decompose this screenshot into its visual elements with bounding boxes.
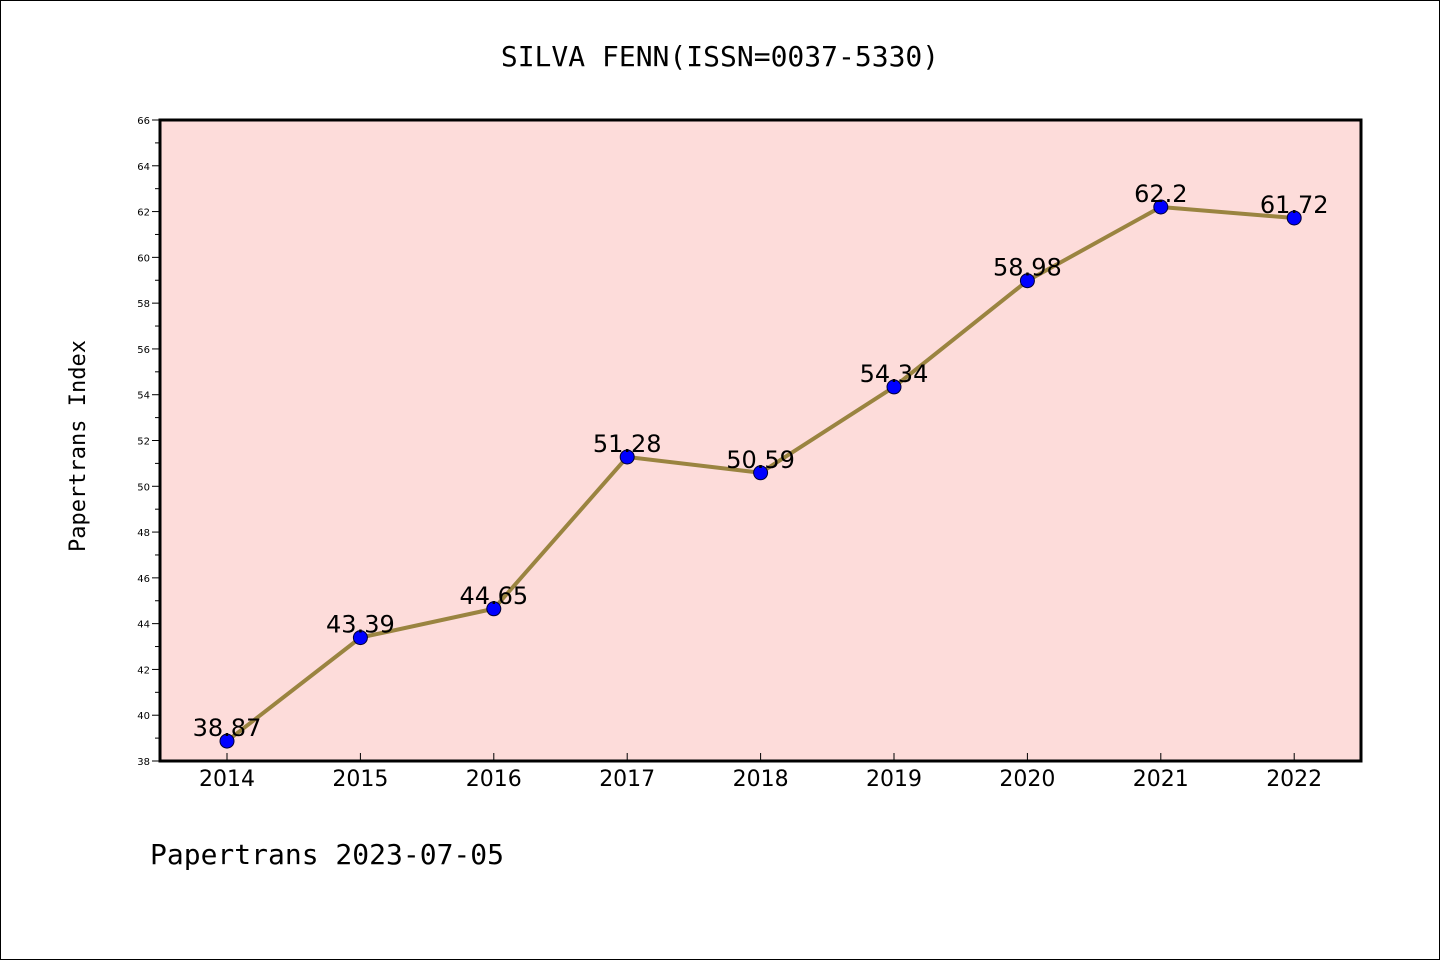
x-tick-label: 2019 [866, 767, 922, 792]
data-label: 61.72 [1260, 191, 1329, 219]
x-tick-label: 2020 [999, 767, 1055, 792]
data-point [486, 601, 502, 617]
data-point [219, 733, 235, 749]
data-point [1286, 210, 1302, 226]
data-label: 58.98 [993, 254, 1062, 282]
data-point [1019, 273, 1035, 289]
data-labels: 38.87 43.39 44.65 51.28 50.59 54.34 58.98 62.2 6… [193, 180, 1329, 742]
data-label: 51.28 [593, 430, 662, 458]
data-label: 38.87 [193, 714, 262, 742]
data-point [1153, 199, 1169, 215]
plot-area [160, 120, 1361, 761]
y-tick-label: 54 [137, 391, 150, 402]
data-point [352, 630, 368, 646]
x-tick-label: 2018 [733, 767, 789, 792]
y-tick-label: 46 [137, 574, 150, 585]
x-axis: 2014 2015 2016 2017 2018 2019 2020 2021 2022 [199, 753, 1322, 792]
data-point [886, 379, 902, 395]
y-tick-label: 66 [137, 116, 150, 127]
chart-title: SILVA FENN(ISSN=0037-5330) [501, 40, 939, 73]
y-tick-label: 40 [137, 711, 150, 722]
y-tick-label: 60 [137, 253, 150, 264]
x-tick-label: 2014 [199, 767, 255, 792]
y-tick-label: 44 [137, 620, 150, 631]
y-tick-label: 38 [137, 757, 150, 768]
y-axis-label: Papertrans Index [66, 340, 91, 552]
y-tick-label: 42 [137, 665, 150, 676]
data-point [753, 465, 769, 481]
plot-border [158, 118, 1363, 763]
data-label: 50.59 [726, 446, 795, 474]
data-label: 44.65 [459, 582, 528, 610]
y-tick-label: 64 [137, 162, 150, 173]
x-tick-label: 2021 [1133, 767, 1189, 792]
data-label: 54.34 [860, 360, 929, 388]
y-axis: 38 40 42 44 46 48 50 52 54 56 58 60 62 64 66 [137, 116, 160, 768]
y-tick-label: 56 [137, 345, 150, 356]
data-points [219, 199, 1302, 749]
x-tick-label: 2017 [599, 767, 655, 792]
footer-text: Papertrans 2023-07-05 [150, 838, 504, 871]
x-tick-label: 2022 [1266, 767, 1322, 792]
y-tick-label: 50 [137, 482, 150, 493]
y-tick-label: 52 [137, 437, 150, 448]
y-tick-label: 58 [137, 299, 150, 310]
x-tick-label: 2016 [466, 767, 522, 792]
x-tick-label: 2015 [332, 767, 388, 792]
data-label: 43.39 [326, 611, 395, 639]
y-tick-label: 48 [137, 528, 150, 539]
data-label: 62.2 [1134, 180, 1187, 208]
y-tick-label: 62 [137, 208, 150, 219]
data-point [619, 449, 635, 465]
